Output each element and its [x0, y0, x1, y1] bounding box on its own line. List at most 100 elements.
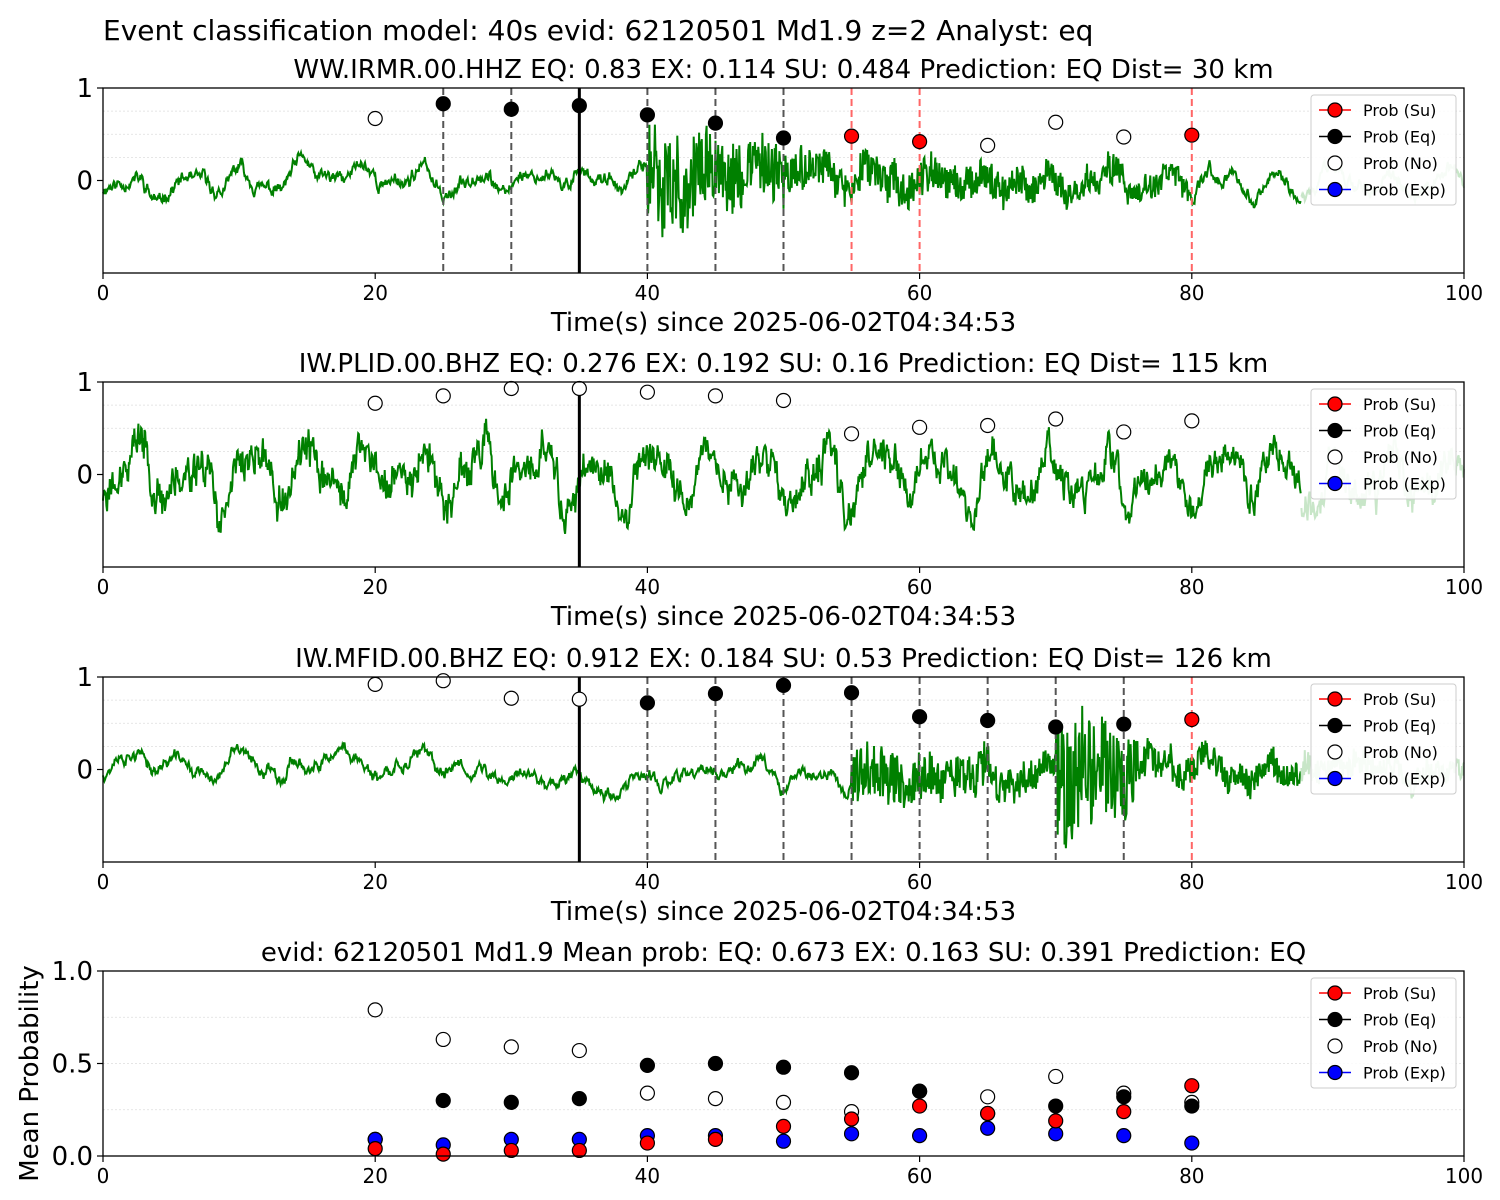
- legend-label: Prob (Exp): [1363, 475, 1446, 494]
- chart-panel: evid: 62120501 Md1.9 Mean prob: EQ: 0.67…: [15, 938, 1483, 1188]
- data-point-probno: [367, 110, 383, 127]
- x-tick-label: 80: [1179, 281, 1204, 305]
- data-point-probno: [639, 1085, 656, 1101]
- data-point-probno: [571, 1042, 587, 1059]
- data-point-probsu: [707, 1131, 724, 1147]
- data-point-probexp: [1048, 1126, 1064, 1142]
- data-point-probsu: [980, 1105, 996, 1122]
- x-tick-label: 20: [362, 575, 387, 599]
- data-point-probsu: [1184, 127, 1200, 143]
- panel-title: IW.MFID.00.BHZ EQ: 0.912 EX: 0.184 SU: 0…: [295, 644, 1272, 674]
- panel-title: evid: 62120501 Md1.9 Mean prob: EQ: 0.67…: [261, 938, 1306, 968]
- x-tick-label: 20: [362, 870, 387, 894]
- data-point-probno: [775, 392, 792, 409]
- data-point-probeq: [911, 1083, 928, 1099]
- chart-panel: IW.PLID.00.BHZ EQ: 0.276 EX: 0.192 SU: 0…: [76, 349, 1483, 632]
- data-point-probsu: [571, 1142, 587, 1159]
- data-point-probsu: [775, 1118, 792, 1135]
- data-point-probno: [571, 380, 587, 397]
- data-point-probno: [435, 388, 451, 404]
- x-tick-label: 100: [1445, 575, 1483, 599]
- figure-suptitle: Event classification model: 40s evid: 62…: [103, 14, 1093, 47]
- panel-title: IW.PLID.00.BHZ EQ: 0.276 EX: 0.192 SU: 0…: [299, 349, 1269, 379]
- x-tick-label: 60: [907, 1164, 932, 1188]
- data-point-probsu: [1184, 711, 1200, 728]
- data-point-probno: [639, 384, 656, 400]
- panels: WW.IRMR.00.HHZ EQ: 0.83 EX: 0.114 SU: 0.…: [15, 55, 1483, 1188]
- legend-marker: [1327, 691, 1343, 707]
- x-tick-label: 40: [635, 1164, 660, 1188]
- y-tick-label: 1.0: [52, 957, 93, 987]
- data-point-probsu: [1116, 1103, 1132, 1120]
- legend-marker: [1327, 717, 1343, 734]
- y-tick-label: 1: [76, 74, 93, 104]
- legend-label: Prob (Eq): [1363, 422, 1436, 441]
- legend-label: Prob (Exp): [1363, 1064, 1446, 1083]
- data-point-probeq: [843, 685, 860, 701]
- legend-marker: [1327, 181, 1343, 198]
- legend-label: Prob (No): [1363, 743, 1438, 762]
- data-point-probeq: [1048, 1098, 1064, 1114]
- legend-label: Prob (No): [1363, 154, 1438, 173]
- legend-marker: [1327, 1038, 1343, 1054]
- data-point-probno: [1048, 411, 1064, 427]
- x-tick-label: 40: [635, 870, 660, 894]
- data-point-probeq: [435, 96, 451, 112]
- legend-marker: [1327, 770, 1343, 787]
- x-tick-label: 60: [907, 870, 932, 894]
- data-point-probeq: [571, 97, 587, 114]
- data-point-probeq: [911, 709, 928, 725]
- legend-marker: [1327, 128, 1343, 145]
- data-point-probno: [1116, 424, 1132, 440]
- data-point-probsu: [1048, 1113, 1064, 1129]
- legend-marker: [1327, 155, 1343, 171]
- y-tick-label: 0.0: [52, 1142, 93, 1172]
- data-point-probeq: [707, 1055, 724, 1072]
- data-point-probno: [435, 673, 451, 689]
- y-tick-label: 0: [76, 756, 93, 786]
- data-point-probsu: [435, 1146, 451, 1162]
- x-tick-label: 0: [97, 281, 110, 305]
- legend-marker: [1327, 1064, 1343, 1081]
- data-point-probeq: [1048, 719, 1064, 735]
- legend-marker: [1327, 102, 1343, 118]
- data-point-probno: [980, 417, 996, 434]
- x-tick-label: 0: [97, 1164, 110, 1188]
- data-point-probno: [1048, 114, 1064, 130]
- x-tick-label: 100: [1445, 281, 1483, 305]
- legend-label: Prob (No): [1363, 448, 1438, 467]
- legend-label: Prob (Eq): [1363, 717, 1436, 736]
- y-tick-label: 0.5: [52, 1050, 93, 1080]
- data-point-probeq: [639, 1057, 656, 1073]
- data-point-probeq: [980, 712, 996, 729]
- legend-label: Prob (Exp): [1363, 770, 1446, 789]
- panel-title: WW.IRMR.00.HHZ EQ: 0.83 EX: 0.114 SU: 0.…: [293, 55, 1273, 85]
- legend-label: Prob (Su): [1363, 395, 1436, 414]
- data-point-probno: [367, 1002, 383, 1018]
- data-point-probeq: [503, 1094, 519, 1110]
- x-axis-label: Time(s) since 2025-06-02T04:34:53: [550, 308, 1016, 338]
- data-point-probsu: [843, 1111, 860, 1127]
- x-tick-label: 40: [635, 281, 660, 305]
- x-tick-label: 80: [1179, 870, 1204, 894]
- data-point-probsu: [911, 1098, 928, 1114]
- data-point-probno: [707, 1091, 724, 1107]
- x-tick-label: 80: [1179, 1164, 1204, 1188]
- x-tick-label: 100: [1445, 870, 1483, 894]
- data-point-probeq: [639, 695, 656, 711]
- data-point-probexp: [980, 1120, 996, 1136]
- data-point-probno: [980, 1089, 996, 1105]
- y-tick-label: 0: [76, 461, 93, 491]
- y-tick-label: 0: [76, 167, 93, 197]
- x-tick-label: 0: [97, 870, 110, 894]
- data-point-probeq: [775, 1059, 792, 1075]
- x-tick-label: 20: [362, 1164, 387, 1188]
- data-point-probno: [707, 388, 724, 404]
- legend-marker: [1327, 1011, 1343, 1028]
- data-point-probno: [1184, 413, 1200, 429]
- x-tick-label: 0: [97, 575, 110, 599]
- x-tick-label: 100: [1445, 1164, 1483, 1188]
- data-point-probeq: [707, 115, 724, 131]
- legend-label: Prob (Eq): [1363, 1011, 1436, 1030]
- data-point-probeq: [1116, 716, 1132, 732]
